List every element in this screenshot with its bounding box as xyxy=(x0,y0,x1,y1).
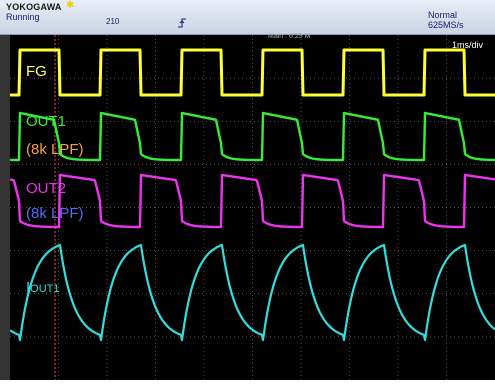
iout-channel-label: IOUT1 xyxy=(26,280,60,297)
run-state-label: Running xyxy=(6,12,40,22)
out1-channel-label: OUT1 xyxy=(26,113,67,130)
iout-waveform xyxy=(9,243,495,342)
out2-waveform xyxy=(9,173,495,229)
brand-logo: YOKOGAWA xyxy=(6,2,62,12)
out2-filter-label: (8k LPF) xyxy=(26,205,84,222)
iout-label-sub: OUT1 xyxy=(30,283,60,295)
out1-filter-label: (8k LPF) xyxy=(26,141,84,158)
trigger-mode: Normal xyxy=(428,10,458,20)
fg-channel-label: FG xyxy=(26,63,47,80)
iout-label-main: I xyxy=(26,279,31,296)
main-record-info: Main : 6.25 M xyxy=(268,33,311,40)
sample-rate: 625MS/s xyxy=(428,20,464,30)
channel-marker-panel xyxy=(0,35,10,380)
waveform-screen[interactable] xyxy=(9,35,495,380)
star-icon: ✱ xyxy=(66,0,75,11)
out2-channel-label: OUT2 xyxy=(26,180,67,197)
acquisition-count: 210 xyxy=(106,17,120,26)
waveform-plot xyxy=(9,35,495,380)
fg-waveform xyxy=(9,48,495,97)
timebase-readout: 1ms/div xyxy=(452,40,484,50)
out1-waveform xyxy=(9,111,495,162)
status-bar: YOKOGAWA ✱ Running 210 Normal 625MS/s xyxy=(0,0,495,35)
trigger-edge-icon xyxy=(178,18,186,28)
